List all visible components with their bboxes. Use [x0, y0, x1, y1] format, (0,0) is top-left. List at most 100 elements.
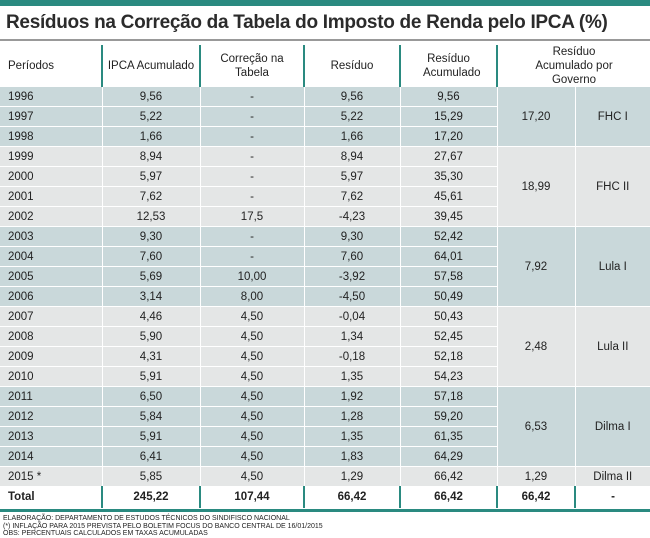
cell-ipca: 5,90 — [101, 326, 200, 347]
cell-residuo: -4,50 — [303, 286, 400, 307]
cell-correcao: - — [199, 87, 304, 107]
cell-ipca: 5,91 — [101, 426, 200, 447]
table-row: 2006 3,14 8,00 -4,50 50,49 — [0, 286, 650, 307]
header-periodos: Períodos — [8, 60, 55, 72]
cell-periodo: 2007 — [0, 306, 102, 327]
cell-residuo-acumulado: 64,01 — [399, 246, 497, 267]
table-row: 2015 * 5,85 4,50 1,29 66,42 1,29 Dilma II — [0, 466, 650, 487]
cell-residuo: 1,92 — [303, 386, 400, 407]
table-row: 2003 9,30-9,30 52,42 7,92 Lula I — [0, 226, 650, 307]
cell-ipca: 6,41 — [101, 446, 200, 467]
cell-correcao: - — [199, 226, 304, 247]
cell-ipca: 7,60 — [101, 246, 200, 267]
cell-residuo-acumulado: 9,56 — [399, 87, 497, 107]
cell-periodo: 2013 — [0, 426, 102, 447]
note-obs: OBS: Percentuais calculados em taxas acu… — [3, 530, 208, 537]
cell-residuo-acumulado: 57,58 — [399, 266, 497, 287]
cell-correcao: 17,5 — [199, 206, 304, 227]
cell-periodo: 1996 — [0, 87, 102, 107]
cell-correcao: 4,50 — [199, 466, 304, 487]
cell-residuo-governo: 2,48 — [496, 306, 575, 387]
cell-periodo: 1999 — [0, 146, 102, 167]
header-correcao: Correção na Tabela — [199, 45, 304, 87]
cell-correcao: 4,50 — [199, 306, 304, 327]
cell-residuo-governo: 18,99 — [496, 146, 575, 227]
cell-ipca: 5,85 — [101, 466, 200, 487]
cell-residuo-acumulado: 35,30 — [399, 166, 497, 187]
cell-periodo: 2008 — [0, 326, 102, 347]
cell-residuo-acumulado: 17,20 — [399, 126, 497, 147]
cell-residuo: 7,60 — [303, 246, 400, 267]
cell-periodo: 2011 — [0, 386, 102, 407]
cell-correcao: 4,50 — [199, 346, 304, 367]
cell-residuo-acumulado: 27,67 — [399, 146, 497, 167]
cell-residuo: 9,56 — [303, 87, 400, 107]
cell-correcao: 4,50 — [199, 426, 304, 447]
cell-residuo-acumulado: 50,49 — [399, 286, 497, 307]
cell-periodo: 2010 — [0, 366, 102, 387]
table-row: 1999 8,94-8,94 27,67 18,99 FHC II — [0, 146, 650, 227]
total-row: Total 245,22 107,44 66,42 66,42 66,42- — [0, 486, 650, 508]
cell-correcao: 4,50 — [199, 386, 304, 407]
cell-periodo: 2004 — [0, 246, 102, 267]
cell-ipca: 12,53 — [101, 206, 200, 227]
cell-correcao: 4,50 — [199, 446, 304, 467]
cell-residuo: 1,28 — [303, 406, 400, 427]
cell-residuo: 9,30 — [303, 226, 400, 247]
header-residuo-acumulado: Resíduo Acumulado — [399, 45, 497, 87]
cell-residuo-acumulado: 57,18 — [399, 386, 497, 407]
cell-residuo-governo: 6,53 — [496, 386, 575, 467]
cell-governo: Lula I — [574, 226, 650, 307]
cell-ipca: 5,22 — [101, 106, 200, 127]
cell-governo: FHC I — [574, 87, 650, 147]
cell-ipca: 1,66 — [101, 126, 200, 147]
cell-residuo-governo: 7,92 — [496, 226, 575, 307]
title-divider — [0, 39, 650, 41]
cell-ipca: 4,31 — [101, 346, 200, 367]
cell-residuo-governo: 17,20 — [496, 87, 575, 147]
residuos-table: Períodos IPCA Acumulado Correção na Tabe… — [0, 45, 650, 508]
table-row: 2004 7,60-7,60 64,01 — [0, 246, 650, 267]
footnotes: Elaboração: Departamento de Estudos Técn… — [0, 512, 650, 538]
cell-correcao: - — [199, 246, 304, 267]
table-row: 2007 4,46 4,50 -0,04 50,43 2,48 Lula II — [0, 306, 650, 387]
cell-periodo: 2005 — [0, 266, 102, 287]
table-row: 2000 5,97-5,97 35,30 — [0, 166, 650, 187]
cell-residuo-acumulado: 61,35 — [399, 426, 497, 447]
cell-residuo-acumulado: 52,18 — [399, 346, 497, 367]
cell-governo: Dilma II — [574, 466, 650, 487]
cell-correcao: 4,50 — [199, 406, 304, 427]
header-ipca: IPCA Acumulado — [101, 45, 200, 87]
cell-periodo: 2006 — [0, 286, 102, 307]
cell-correcao: - — [199, 186, 304, 207]
header-row: Períodos IPCA Acumulado Correção na Tabe… — [0, 45, 650, 87]
table-row: 2012 5,84 4,50 1,28 59,20 — [0, 406, 650, 427]
cell-residuo: 1,35 — [303, 366, 400, 387]
table-row: 1996 9,56-9,56 9,56 17,20 FHC I — [0, 87, 650, 147]
table-row: 2013 5,91 4,50 1,35 61,35 — [0, 426, 650, 447]
header-residuo: Resíduo — [303, 45, 400, 87]
cell-residuo: 1,35 — [303, 426, 400, 447]
cell-residuo-acumulado: 45,61 — [399, 186, 497, 207]
cell-residuo: 8,94 — [303, 146, 400, 167]
accent-bar — [0, 0, 650, 6]
cell-residuo-acumulado: 59,20 — [399, 406, 497, 427]
cell-residuo-acumulado: 52,45 — [399, 326, 497, 347]
cell-governo: Lula II — [574, 306, 650, 387]
total-cell: Total — [0, 486, 102, 508]
cell-ipca: 3,14 — [101, 286, 200, 307]
cell-governo: FHC II — [574, 146, 650, 227]
cell-correcao: - — [199, 126, 304, 147]
total-cell: 66,42 — [303, 486, 400, 508]
cell-residuo-acumulado: 52,42 — [399, 226, 497, 247]
cell-correcao: - — [199, 106, 304, 127]
cell-periodo: 2003 — [0, 226, 102, 247]
cell-periodo: 2014 — [0, 446, 102, 467]
cell-ipca: 5,91 — [101, 366, 200, 387]
cell-periodo: 2015 * — [0, 466, 102, 487]
total-cell: 66,42 — [399, 486, 497, 508]
bottom-divider — [0, 509, 650, 512]
cell-correcao: 10,00 — [199, 266, 304, 287]
cell-periodo: 2000 — [0, 166, 102, 187]
cell-correcao: 8,00 — [199, 286, 304, 307]
